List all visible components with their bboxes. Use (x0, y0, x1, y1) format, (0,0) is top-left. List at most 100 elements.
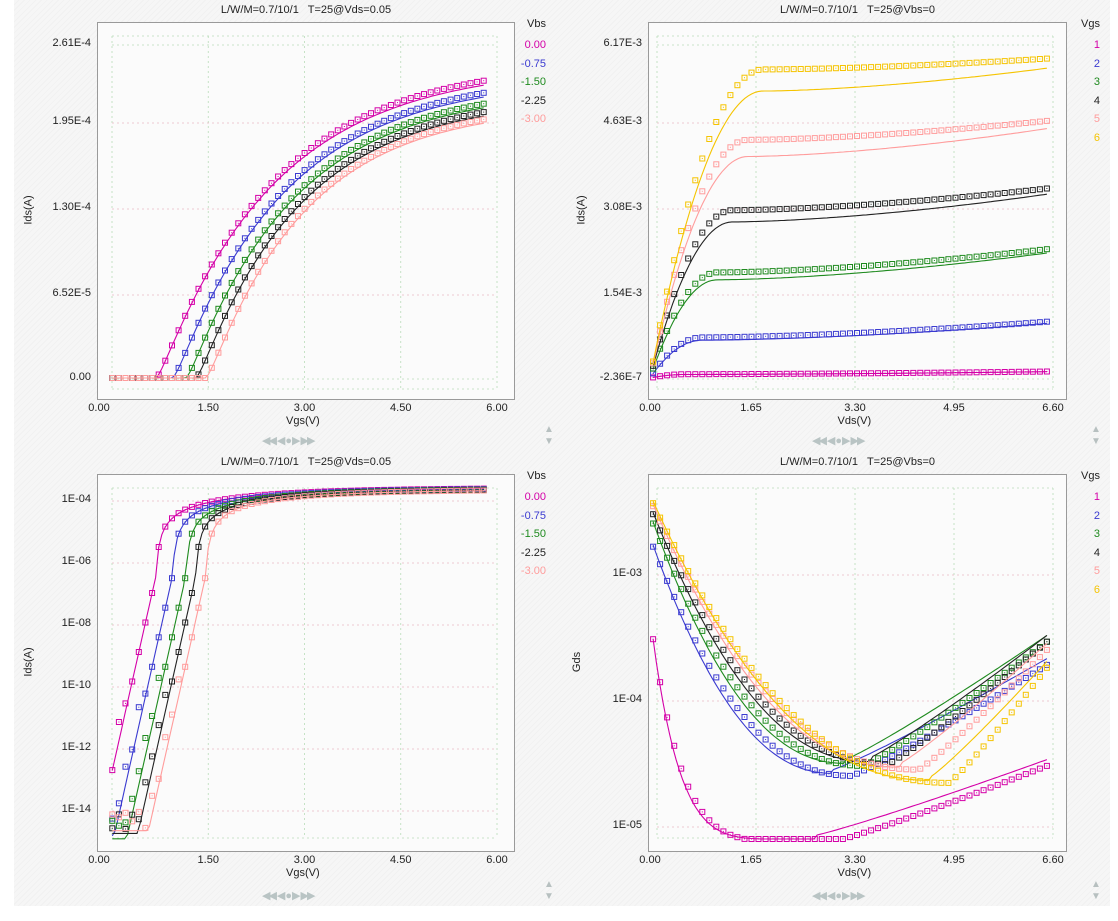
scroll-down-icon[interactable]: ▼ (1091, 436, 1101, 447)
previous-icon[interactable]: ◀ (826, 890, 836, 902)
next-icon[interactable]: ▶ (842, 890, 851, 902)
next-icon[interactable]: ▶ (292, 435, 301, 447)
chart-navigation: ◀◀ ◀ ● ▶ ▶▶ (262, 889, 316, 903)
home-icon[interactable]: ● (835, 889, 842, 902)
legend: Vbs 0.00 -0.75 -1.50 -2.25 -3.00 (516, 18, 546, 129)
scroll-up-icon[interactable]: ▲ (544, 424, 554, 435)
x-tick-label: 6.00 (486, 854, 508, 866)
last-page-icon[interactable]: ▶▶ (850, 890, 866, 902)
legend-entry[interactable]: 6 (1093, 131, 1100, 144)
first-page-icon[interactable]: ◀◀ (812, 435, 827, 447)
legend-title: Vgs (1081, 18, 1100, 30)
y-axis-title: Ids(A) (22, 647, 35, 677)
scroll-down-icon[interactable]: ▼ (544, 436, 554, 447)
x-axis-title: Vgs(V) (286, 415, 320, 427)
x-tick-label: 6.00 (486, 402, 508, 414)
x-tick-label: 6.60 (1042, 402, 1064, 414)
x-tick-label: 4.95 (943, 402, 965, 414)
scroll-up-icon[interactable]: ▲ (1091, 879, 1101, 890)
plot-area[interactable] (648, 22, 1067, 400)
x-axis-title: Vgs(V) (286, 867, 320, 879)
legend-entry[interactable]: -0.75 (520, 509, 546, 522)
home-icon[interactable]: ● (835, 434, 842, 447)
legend-entry[interactable]: -2.25 (520, 94, 546, 107)
scroll-down-icon[interactable]: ▼ (544, 891, 554, 902)
y-tick-label: 6.52E-5 (52, 287, 91, 299)
y-tick-label: 1E-04 (61, 493, 91, 505)
legend-entry[interactable]: -1.50 (520, 76, 546, 88)
legend-entry[interactable]: 2 (1093, 57, 1100, 70)
scroll-down-icon[interactable]: ▼ (1091, 891, 1101, 902)
x-tick-label: 4.50 (390, 402, 412, 414)
home-icon[interactable]: ● (285, 889, 292, 902)
previous-icon[interactable]: ◀ (276, 435, 286, 447)
legend-entry[interactable]: 2 (1093, 509, 1100, 522)
legend-entry[interactable]: 5 (1093, 113, 1100, 125)
x-tick-label: 4.95 (943, 854, 965, 866)
legend-entry[interactable]: 1 (1093, 491, 1100, 503)
first-page-icon[interactable]: ◀◀ (812, 890, 827, 902)
legend-title: Vbs (527, 470, 546, 482)
legend-entry[interactable]: 1 (1093, 39, 1100, 51)
first-page-icon[interactable]: ◀◀ (262, 890, 277, 902)
plot-area[interactable] (648, 474, 1067, 852)
chart-title: L/W/M=0.7/10/1 T=25@Vbs=0 (780, 4, 935, 16)
last-page-icon[interactable]: ▶▶ (300, 435, 316, 447)
legend-entry[interactable]: 0.00 (524, 39, 546, 51)
y-tick-label: 1E-08 (61, 617, 91, 629)
legend-entry[interactable]: -0.75 (520, 57, 546, 70)
y-axis-title: Ids(A) (575, 195, 588, 225)
scroll-control: ▲ ▼ (1090, 424, 1102, 448)
chart-navigation: ◀◀ ◀ ● ▶ ▶▶ (262, 434, 316, 448)
scroll-control: ▲ ▼ (543, 424, 555, 448)
previous-icon[interactable]: ◀ (276, 890, 286, 902)
scroll-up-icon[interactable]: ▲ (1091, 424, 1101, 435)
legend-entry[interactable]: -3.00 (520, 113, 546, 125)
home-icon[interactable]: ● (285, 434, 292, 447)
y-tick-label: 1E-03 (612, 567, 642, 579)
legend: Vgs 1 2 3 4 5 6 (1070, 470, 1100, 599)
chart-navigation: ◀◀ ◀ ● ▶ ▶▶ (812, 889, 866, 903)
legend-entry[interactable]: 6 (1093, 583, 1100, 596)
next-icon[interactable]: ▶ (292, 890, 301, 902)
legend-entry[interactable]: 4 (1093, 94, 1100, 107)
legend-entry[interactable]: 3 (1093, 76, 1100, 88)
scroll-control: ▲ ▼ (1090, 879, 1102, 903)
legend-entry[interactable]: 4 (1093, 546, 1100, 559)
y-tick-label: 2.61E-4 (52, 37, 91, 49)
previous-icon[interactable]: ◀ (826, 435, 836, 447)
x-tick-label: 0.00 (88, 402, 110, 414)
x-tick-label: 1.50 (197, 854, 219, 866)
plot-area[interactable] (97, 474, 515, 852)
y-tick-label: 3.08E-3 (603, 201, 642, 213)
y-tick-label: 1.95E-4 (52, 115, 91, 127)
legend-entry[interactable]: -2.25 (520, 546, 546, 559)
last-page-icon[interactable]: ▶▶ (300, 890, 316, 902)
legend-entry[interactable]: -3.00 (520, 565, 546, 577)
legend-title: Vbs (527, 18, 546, 30)
x-tick-label: 1.65 (740, 402, 762, 414)
scroll-up-icon[interactable]: ▲ (544, 879, 554, 890)
legend-title: Vgs (1081, 470, 1100, 482)
x-tick-label: 3.30 (844, 854, 866, 866)
x-tick-label: 1.50 (197, 402, 219, 414)
chart-title: L/W/M=0.7/10/1 T=25@Vds=0.05 (220, 456, 392, 468)
first-page-icon[interactable]: ◀◀ (262, 435, 277, 447)
x-tick-label: 6.60 (1042, 854, 1064, 866)
legend-entry[interactable]: -1.50 (520, 528, 546, 540)
y-tick-label: 1.30E-4 (52, 201, 91, 213)
x-tick-label: 4.50 (390, 854, 412, 866)
x-axis-title: Vds(V) (837, 415, 872, 427)
legend-entry[interactable]: 5 (1093, 565, 1100, 577)
chart-title: L/W/M=0.7/10/1 T=25@Vds=0.05 (220, 4, 392, 16)
legend-entry[interactable]: 3 (1093, 528, 1100, 540)
next-icon[interactable]: ▶ (842, 435, 851, 447)
legend: Vbs 0.00 -0.75 -1.50 -2.25 -3.00 (516, 470, 546, 581)
last-page-icon[interactable]: ▶▶ (850, 435, 866, 447)
x-tick-label: 0.00 (639, 402, 661, 414)
chart-navigation: ◀◀ ◀ ● ▶ ▶▶ (812, 434, 866, 448)
y-tick-label: 6.17E-3 (603, 37, 642, 49)
legend-entry[interactable]: 0.00 (524, 491, 546, 503)
y-tick-label: -2.36E-7 (599, 371, 642, 383)
plot-area[interactable] (97, 22, 515, 400)
